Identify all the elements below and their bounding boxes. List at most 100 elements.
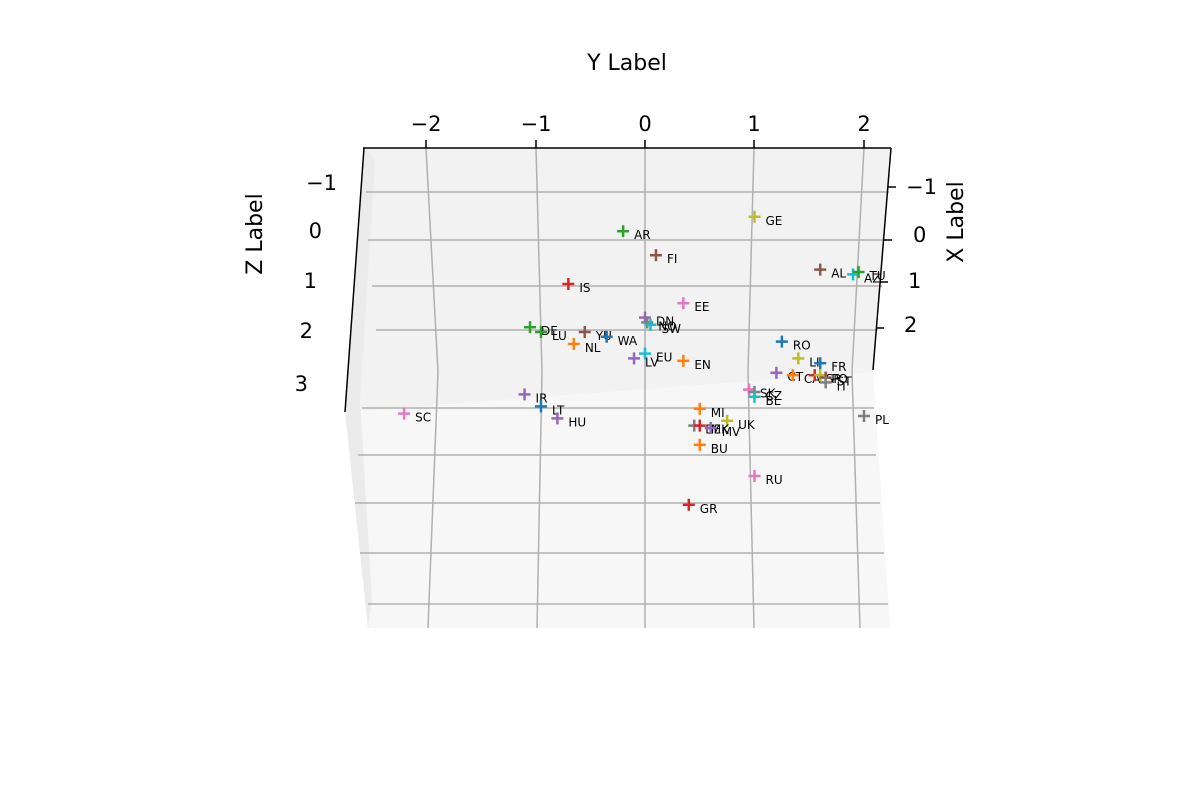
data-point: SW (644, 318, 681, 336)
point-label: UK (738, 418, 756, 432)
grid-lines (355, 147, 889, 629)
point-label: IT (837, 379, 849, 393)
x-axis-line (872, 147, 892, 371)
point-label: CZ (766, 389, 783, 403)
data-point: LV (628, 352, 659, 369)
point-label: MK (711, 423, 730, 437)
data-point: IS (562, 278, 591, 295)
point-label: RO (793, 339, 811, 353)
point-label: BL (766, 394, 781, 408)
data-point: FR (814, 357, 846, 374)
point-label: EU (656, 351, 672, 365)
data-point: LT (534, 400, 565, 417)
x-tick-label: −1 (906, 175, 937, 199)
point-label: DE (541, 324, 558, 338)
z-tick-label: 3 (295, 372, 308, 396)
data-point: UK (721, 414, 756, 432)
point-label: EE (694, 300, 709, 314)
z-tick-label: 0 (309, 219, 322, 243)
point-label: SW (661, 322, 681, 336)
z-tick-label: −1 (306, 171, 337, 195)
point-label: FR (831, 360, 846, 374)
point-label: NL (585, 341, 601, 355)
y-tick-label: 1 (747, 112, 760, 136)
point-label: NO (658, 319, 676, 333)
data-point: EE (677, 297, 709, 314)
data-points: GEARFIALAZTUISEEDNNOSWDELUYUWANLROEULVEN… (398, 210, 889, 516)
side-pane (345, 148, 375, 628)
point-label: IR (536, 391, 548, 405)
data-point: AZ (847, 268, 880, 285)
data-point: AL (814, 263, 846, 281)
point-label: ST (837, 375, 853, 389)
point-label: GE (766, 214, 783, 228)
y-tick-label: 2 (857, 112, 870, 136)
data-point: GR (682, 498, 718, 516)
point-label: LV (645, 355, 659, 369)
y-tick-labels: −2 −1 0 1 2 (411, 112, 871, 136)
data-point: NL (567, 338, 601, 355)
data-point: SC (398, 407, 431, 425)
data-point: CT (770, 366, 804, 384)
data-point: SK (743, 383, 777, 401)
x-tick-label: 1 (908, 269, 921, 293)
data-point: MK (693, 419, 730, 437)
z-axis-title: Z Label (243, 193, 268, 274)
point-label: BU (711, 442, 728, 456)
point-label: DN (656, 315, 674, 329)
z-tick-labels: −1 0 1 2 3 (295, 171, 337, 396)
point-label: AL (831, 267, 846, 281)
data-point: FI (649, 249, 677, 266)
data-point: BU (693, 438, 728, 456)
x-tick-label: 0 (913, 223, 926, 247)
data-point: DE (524, 321, 558, 338)
point-label: MI (711, 406, 725, 420)
point-label: SK (760, 387, 777, 401)
floor-pane (345, 372, 890, 628)
y-axis-title: Y Label (586, 51, 667, 76)
point-label: MV (722, 425, 741, 439)
point-label: BE (705, 423, 721, 437)
data-point: IT (819, 376, 849, 393)
z-tick-label: 2 (300, 319, 313, 343)
point-label: HU (568, 415, 586, 429)
point-label: AR (634, 228, 651, 242)
point-label: WA (618, 334, 638, 348)
data-point: TU (852, 266, 886, 283)
point-label: TU (869, 269, 886, 283)
point-label: IS (579, 281, 590, 295)
data-point: EN (677, 354, 711, 372)
y-tick-label: 0 (638, 112, 651, 136)
data-point: MI (693, 402, 725, 420)
data-point: RU (748, 470, 783, 487)
data-point: WA (600, 330, 638, 348)
x-tick-labels: −1 0 1 2 (904, 175, 937, 337)
data-point: MV (704, 422, 741, 439)
point-label: PO (831, 372, 848, 386)
z-axis-line (344, 147, 365, 413)
data-point: IR (518, 388, 548, 405)
data-point: GE (748, 210, 783, 228)
data-point: AR (617, 225, 651, 242)
y-tick-label: −2 (411, 112, 442, 136)
data-point: PL (858, 410, 889, 427)
y-tick-label: −1 (521, 112, 552, 136)
x-tick-label: 2 (904, 313, 917, 337)
data-point: RO (775, 335, 811, 353)
z-tick-label: 1 (304, 269, 317, 293)
data-point: PO (814, 369, 848, 386)
point-label: EN (694, 358, 711, 372)
data-point: LU (534, 326, 567, 343)
point-label: CT (787, 370, 803, 384)
point-label: LT (552, 403, 565, 417)
point-label: FI (667, 252, 677, 266)
point-label: GR (700, 502, 718, 516)
point-label: SC (415, 411, 431, 425)
data-point: BL (748, 390, 781, 408)
axes-lines (344, 140, 896, 413)
point-label: PL (875, 413, 889, 427)
x-axis-title: X Label (944, 181, 969, 262)
point-label: LU (552, 329, 567, 343)
data-point: HU (551, 412, 586, 429)
